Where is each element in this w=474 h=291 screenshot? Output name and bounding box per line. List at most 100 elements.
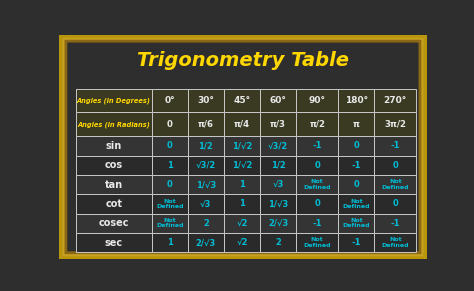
Bar — [338, 136, 374, 156]
Text: Trigonometry Table: Trigonometry Table — [137, 51, 349, 70]
Text: -1: -1 — [391, 219, 400, 228]
Bar — [374, 214, 416, 233]
Text: Not
Defined: Not Defined — [343, 199, 370, 209]
Bar — [296, 214, 338, 233]
Text: -1: -1 — [352, 238, 361, 247]
Text: 2/√3: 2/√3 — [196, 238, 216, 247]
Bar — [152, 175, 188, 194]
Bar — [224, 136, 260, 156]
Text: √2: √2 — [236, 238, 248, 247]
Text: 30°: 30° — [197, 96, 214, 105]
Bar — [76, 112, 152, 136]
Text: 45°: 45° — [233, 96, 251, 105]
Text: Not
Defined: Not Defined — [343, 218, 370, 228]
Bar — [152, 112, 188, 136]
Bar — [76, 156, 152, 175]
Text: 2: 2 — [275, 238, 281, 247]
Text: Not
Defined: Not Defined — [156, 218, 183, 228]
Text: 0: 0 — [167, 120, 173, 129]
Bar — [76, 136, 152, 156]
Bar — [224, 233, 260, 252]
Text: -1: -1 — [391, 141, 400, 150]
Text: 90°: 90° — [309, 96, 326, 105]
Bar — [374, 136, 416, 156]
Bar — [296, 112, 338, 136]
Bar — [374, 89, 416, 112]
Text: -1: -1 — [312, 141, 322, 150]
Text: 2/√3: 2/√3 — [268, 219, 288, 228]
Bar — [338, 214, 374, 233]
Bar — [76, 89, 152, 112]
Bar — [188, 112, 224, 136]
Text: 0: 0 — [354, 141, 359, 150]
Bar — [260, 175, 296, 194]
Bar — [188, 214, 224, 233]
Text: 2: 2 — [203, 219, 209, 228]
Text: 0: 0 — [392, 161, 398, 170]
Text: π/2: π/2 — [309, 120, 325, 129]
Text: 180°: 180° — [345, 96, 368, 105]
Text: √3/2: √3/2 — [268, 141, 288, 150]
Text: 3π/2: 3π/2 — [384, 120, 406, 129]
Text: 0°: 0° — [164, 96, 175, 105]
Bar — [188, 136, 224, 156]
Bar — [338, 233, 374, 252]
Bar — [260, 233, 296, 252]
Text: 0: 0 — [314, 161, 320, 170]
Bar — [296, 233, 338, 252]
Bar — [152, 194, 188, 214]
Bar — [260, 136, 296, 156]
Bar — [374, 175, 416, 194]
Text: π: π — [353, 120, 360, 129]
Bar — [188, 175, 224, 194]
Text: 0: 0 — [392, 199, 398, 208]
Bar — [338, 89, 374, 112]
Text: 1: 1 — [167, 238, 173, 247]
Text: 1/2: 1/2 — [199, 141, 213, 150]
Text: π/4: π/4 — [234, 120, 250, 129]
Bar — [224, 156, 260, 175]
Text: 1/√2: 1/√2 — [232, 141, 252, 150]
Text: Not
Defined: Not Defined — [382, 179, 409, 190]
Text: Not
Defined: Not Defined — [156, 199, 183, 209]
Text: √2: √2 — [236, 219, 248, 228]
Bar — [374, 156, 416, 175]
Bar — [224, 214, 260, 233]
Text: tan: tan — [105, 180, 123, 189]
Text: 60°: 60° — [270, 96, 287, 105]
Text: cos: cos — [105, 160, 123, 170]
Bar — [224, 194, 260, 214]
Text: 1/√3: 1/√3 — [268, 199, 288, 208]
Bar — [152, 214, 188, 233]
Text: Angles (in Degrees): Angles (in Degrees) — [77, 97, 151, 104]
Bar — [224, 89, 260, 112]
Bar — [188, 233, 224, 252]
Text: 1/2: 1/2 — [271, 161, 285, 170]
Text: √3/2: √3/2 — [196, 161, 216, 170]
Bar — [374, 194, 416, 214]
Text: -1: -1 — [352, 161, 361, 170]
Bar — [76, 194, 152, 214]
Text: 270°: 270° — [383, 96, 407, 105]
Bar — [260, 194, 296, 214]
Text: sec: sec — [105, 237, 123, 248]
Text: 0: 0 — [354, 180, 359, 189]
Bar — [338, 112, 374, 136]
Text: -1: -1 — [312, 219, 322, 228]
Bar — [296, 194, 338, 214]
Bar — [338, 194, 374, 214]
Bar — [188, 156, 224, 175]
Bar — [152, 233, 188, 252]
Text: π/6: π/6 — [198, 120, 214, 129]
Bar — [338, 156, 374, 175]
Bar — [260, 214, 296, 233]
Bar — [224, 112, 260, 136]
Text: Angles (in Radians): Angles (in Radians) — [77, 121, 150, 127]
Bar — [188, 194, 224, 214]
Text: Not
Defined: Not Defined — [303, 179, 331, 190]
Text: 1: 1 — [239, 199, 245, 208]
Bar — [76, 233, 152, 252]
Bar — [260, 156, 296, 175]
Text: 0: 0 — [167, 141, 173, 150]
Text: √3: √3 — [273, 180, 284, 189]
